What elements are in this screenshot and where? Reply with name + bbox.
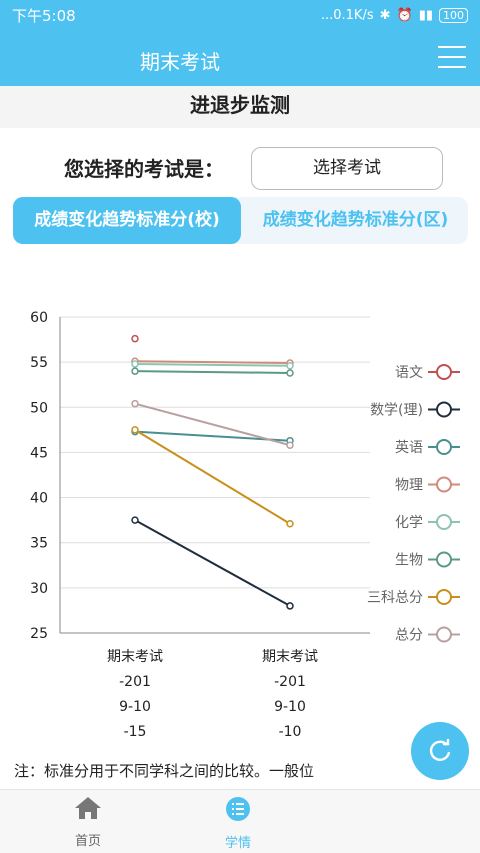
x-tick-label: -10 bbox=[279, 724, 302, 740]
legend-marker bbox=[436, 514, 452, 530]
legend-marker bbox=[436, 476, 452, 493]
series-line bbox=[134, 519, 291, 607]
series-line bbox=[134, 429, 291, 525]
legend-label: 三科总分 bbox=[367, 590, 423, 606]
legend-marker bbox=[436, 626, 452, 643]
x-tick-label: 期末考试 bbox=[262, 649, 318, 665]
legend-marker bbox=[436, 401, 452, 418]
data-point bbox=[286, 441, 294, 449]
legend-marker bbox=[436, 439, 452, 455]
data-point bbox=[286, 369, 294, 377]
menu-icon[interactable] bbox=[438, 46, 466, 68]
legend-marker bbox=[436, 364, 452, 380]
status-icons: ...0.1K/s ✱ ⏰ ▮▮ 100 bbox=[320, 7, 468, 23]
y-tick-label: 45 bbox=[30, 445, 48, 461]
network-speed: ...0.1K/s bbox=[320, 7, 374, 23]
series-line bbox=[134, 360, 291, 365]
tab-bar: 成绩变化趋势标准分(校) 成绩变化趋势标准分(区) bbox=[13, 197, 468, 244]
nav-home[interactable]: 首页 bbox=[38, 796, 138, 849]
tab-district-standard-score[interactable]: 成绩变化趋势标准分(区) bbox=[262, 210, 449, 230]
data-point bbox=[286, 362, 294, 370]
exam-select-row: 您选择的考试是： 选择考试 bbox=[0, 145, 480, 191]
series-line bbox=[134, 370, 291, 374]
score-trend-chart: 25 30 35 40 45 50 55 60 期末考试 -201 9-10 -15 期末考试 -201 9… bbox=[30, 310, 460, 740]
data-point bbox=[131, 399, 139, 408]
legend-label: 语文 bbox=[395, 365, 423, 381]
x-tick-label: -201 bbox=[274, 674, 306, 690]
page-subtitle: 进退步监测 bbox=[0, 86, 480, 128]
refresh-icon bbox=[429, 739, 451, 761]
legend-label: 化学 bbox=[395, 515, 423, 531]
x-tick-label: 9-10 bbox=[274, 699, 306, 715]
app-bar: 期末考试 bbox=[0, 30, 480, 86]
x-tick-label: -201 bbox=[119, 674, 151, 690]
data-point bbox=[286, 602, 294, 610]
footnote: 注：标准分用于不同学科之间的比较。一般位 bbox=[14, 762, 315, 780]
status-time: 下午5:08 bbox=[12, 6, 76, 25]
x-tick-label: 期末考试 bbox=[107, 649, 163, 665]
legend-label: 英语 bbox=[395, 439, 423, 456]
legend-label: 生物 bbox=[395, 553, 423, 569]
exam-select-label: 您选择的考试是： bbox=[64, 157, 224, 181]
data-point bbox=[131, 360, 139, 368]
refresh-button[interactable] bbox=[411, 722, 469, 780]
tab-school-standard-score[interactable]: 成绩变化趋势标准分(校) bbox=[13, 197, 241, 244]
status-bar: 下午5:08 ...0.1K/s ✱ ⏰ ▮▮ 100 bbox=[0, 0, 480, 30]
y-tick-label: 50 bbox=[30, 400, 48, 416]
legend-marker bbox=[436, 551, 452, 568]
home-icon bbox=[75, 797, 101, 819]
series-line bbox=[134, 362, 291, 367]
bottom-nav: 首页 学情 bbox=[0, 789, 480, 853]
nav-home-label: 首页 bbox=[74, 834, 101, 849]
y-tick-label: 60 bbox=[30, 310, 48, 326]
data-point bbox=[131, 516, 139, 524]
list-icon bbox=[226, 797, 250, 821]
legend-marker bbox=[436, 589, 452, 605]
y-tick-label: 40 bbox=[30, 491, 48, 507]
nav-study-label: 学情 bbox=[224, 836, 251, 851]
y-tick-label: 30 bbox=[30, 581, 48, 597]
x-tick-label: -15 bbox=[124, 724, 147, 740]
data-point bbox=[131, 334, 139, 343]
battery-icon: 100 bbox=[439, 7, 468, 23]
y-tick-label: 55 bbox=[30, 355, 48, 371]
legend-label: 数学(理) bbox=[370, 403, 423, 419]
y-tick-label: 25 bbox=[30, 626, 48, 642]
y-tick-label: 35 bbox=[30, 536, 48, 552]
legend-label: 物理 bbox=[395, 478, 423, 494]
x-tick-label: 9-10 bbox=[119, 699, 151, 715]
nav-study[interactable]: 学情 bbox=[188, 796, 288, 851]
data-point bbox=[131, 367, 139, 375]
signal-icon: ▮▮ bbox=[418, 7, 433, 23]
app-title: 期末考试 bbox=[140, 50, 220, 74]
legend-label: 总分 bbox=[395, 628, 423, 644]
data-point bbox=[131, 426, 139, 434]
series-line bbox=[134, 402, 291, 447]
bluetooth-icon: ✱ bbox=[379, 7, 391, 23]
select-exam-button[interactable]: 选择考试 bbox=[251, 147, 443, 190]
data-point bbox=[286, 520, 294, 528]
alarm-icon: ⏰ bbox=[396, 7, 413, 23]
